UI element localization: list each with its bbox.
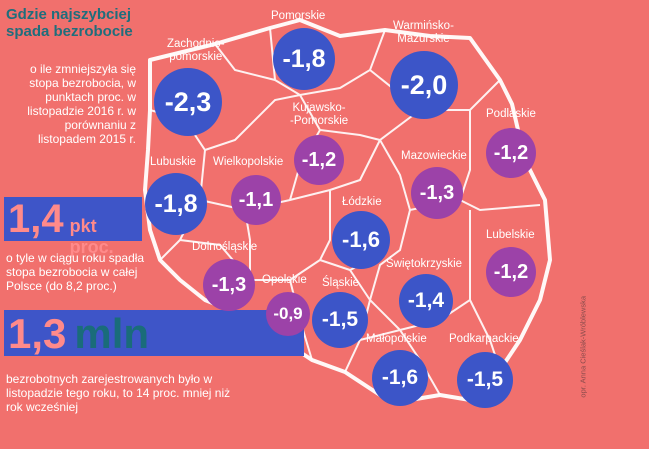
- chart-title: Gdzie najszybciej spada bezrobocie: [6, 6, 133, 40]
- bubble-swietokrzyskie: -1,4: [399, 274, 453, 328]
- bubble-pomorskie: -1,8: [273, 28, 335, 90]
- author-credit: opr. Anna Cieślak-Wróblewska: [579, 296, 588, 398]
- label-slaskie: Śląskie: [322, 277, 360, 289]
- label-podkarpackie: Podkarpackie: [449, 333, 519, 345]
- bubble-lodzkie: -1,6: [332, 211, 390, 269]
- stat1-text: o tyle w ciągu roku spadła stopa bezrobo…: [6, 251, 145, 293]
- bubble-podlaskie: -1,2: [486, 128, 536, 178]
- bubble-warminsko-mazurskie: -2,0: [390, 51, 458, 119]
- stat1-unit: pkt proc.: [69, 216, 114, 257]
- label-podlaskie: Podlaskie: [486, 108, 536, 120]
- bubble-malopolskie: -1,6: [372, 350, 428, 406]
- stat-bar-1: 1,4 pkt proc.: [4, 197, 142, 257]
- bubble-mazowieckie: -1,3: [411, 167, 463, 219]
- label-mazowieckie: Mazowieckie: [401, 150, 467, 162]
- bubble-wielkopolskie: -1,1: [231, 175, 281, 225]
- stat2-text: bezrobotnych zarejestrowanych było w lis…: [6, 372, 231, 414]
- stat-bar-2: 1,3 mln: [4, 310, 304, 357]
- bubble-lubuskie: -1,8: [145, 173, 207, 235]
- label-malopolskie: Małopolskie: [366, 333, 427, 345]
- bubble-opolskie: -0,9: [266, 292, 310, 336]
- bubble-podkarpackie: -1,5: [457, 352, 513, 408]
- label-kujawsko-pomorskie: Kujawsko- -Pomorskie: [290, 102, 349, 127]
- bubble-lubelskie: -1,2: [486, 247, 536, 297]
- stat2-unit: mln: [74, 310, 150, 357]
- label-pomorskie: Pomorskie: [271, 10, 326, 22]
- label-lubelskie: Lubelskie: [486, 229, 535, 241]
- intro-text: o ile zmniejszyła się stopa bezrobocia, …: [27, 62, 136, 146]
- bubble-kujawsko-pomorskie: -1,2: [294, 135, 344, 185]
- stat2-value: 1,3: [8, 310, 67, 357]
- label-swietokrzyskie: Świętokrzyskie: [386, 258, 463, 270]
- label-lodzkie: Łódzkie: [342, 196, 382, 208]
- bubble-zachodniopomorskie: -2,3: [154, 68, 222, 136]
- label-dolnoslaskie: Dolnośląskie: [192, 241, 258, 253]
- stat1-value: 1,4: [8, 197, 64, 241]
- bubble-slaskie: -1,5: [312, 292, 368, 348]
- label-zachodniopomorskie: Zachodnio- pomorskie: [167, 38, 225, 63]
- label-warminsko-mazurskie: Warmińsko- Mazurskie: [393, 20, 454, 45]
- label-opolskie: Opolskie: [262, 274, 307, 286]
- bubble-dolnoslaskie: -1,3: [203, 259, 255, 311]
- label-wielkopolskie: Wielkopolskie: [213, 156, 284, 168]
- label-lubuskie: Lubuskie: [150, 156, 197, 168]
